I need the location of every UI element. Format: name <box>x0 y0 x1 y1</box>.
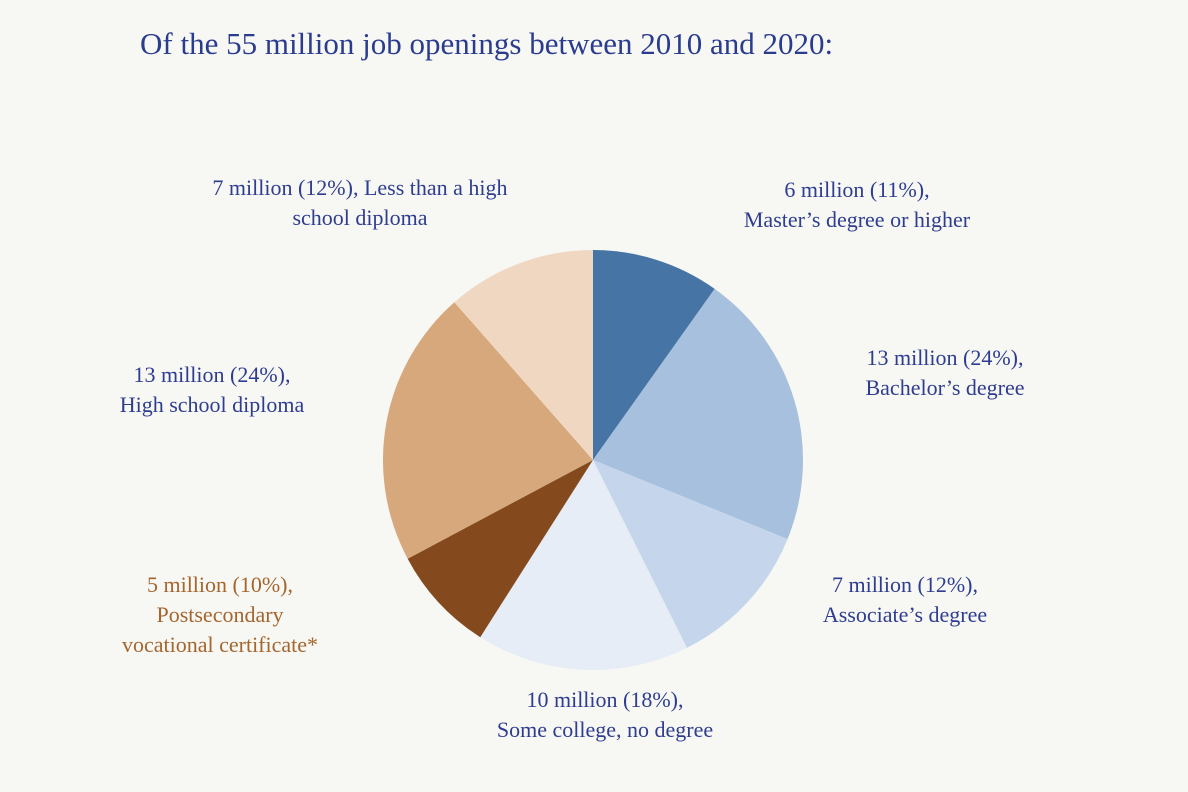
category-label: High school diploma <box>119 392 305 417</box>
slice-label: 6 million (11%), Master’s degree or high… <box>707 175 1007 235</box>
slice-label: 13 million (24%), High school diploma <box>62 360 362 420</box>
value-label: 5 million (10%), <box>146 572 294 597</box>
slice-label: 7 million (12%), Associate’s degree <box>755 570 1055 630</box>
value-label: 7 million (12%), <box>831 572 979 597</box>
pie-slice <box>407 460 593 638</box>
category-label: Some college, no degree <box>496 717 714 742</box>
value-label: 13 million (24%), <box>133 362 291 387</box>
value-label: 13 million (24%), <box>866 345 1024 370</box>
value-label: 10 million (18%), <box>526 687 684 712</box>
category-label: Less than a high school diploma <box>292 175 508 230</box>
pie-slice <box>383 302 593 559</box>
slice-label: 13 million (24%), Bachelor’s degree <box>795 343 1095 403</box>
category-label: Master’s degree or higher <box>743 207 971 232</box>
chart-title: Of the 55 million job openings between 2… <box>140 26 834 61</box>
pie-slice <box>480 460 687 671</box>
value-label: 7 million (12%), <box>212 175 359 200</box>
pie-slice <box>593 250 715 460</box>
pie-slice <box>454 250 593 460</box>
slice-label: 7 million (12%), Less than a high school… <box>210 173 510 233</box>
pie-slice <box>593 288 803 540</box>
slice-label: 5 million (10%), Postsecondary vocationa… <box>108 570 332 660</box>
slice-label: 10 million (18%), Some college, no degre… <box>445 685 765 745</box>
category-label: Associate’s degree <box>822 602 988 627</box>
pie-slice <box>593 460 788 648</box>
category-label: Postsecondary vocational certificate* <box>121 602 319 657</box>
category-label: Bachelor’s degree <box>865 375 1025 400</box>
value-label: 6 million (11%), <box>784 177 930 202</box>
